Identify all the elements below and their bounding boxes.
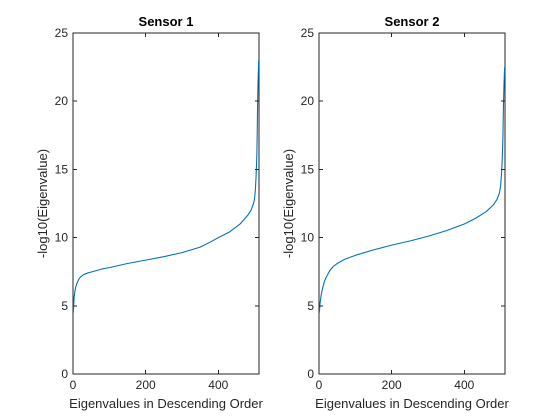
subplot-2: 0 200 400 0 5 10 15 20 25 Sensor 2 Eigenvalues in … [281,14,510,411]
axes-box [318,32,506,375]
x-tick-label: 200 [136,378,156,392]
x-tick-label: 0 [70,378,77,392]
y-tick-label: 15 [55,162,69,176]
y-tick-label: 25 [301,26,315,40]
y-tick-label: 10 [55,231,69,245]
axes-box [72,32,260,375]
y-tick-label: 0 [61,367,68,381]
subplot-1: 0 200 400 0 5 10 15 20 25 Sensor 1 Eigenvalues in … [35,14,264,411]
y-tick-label: 5 [61,299,68,313]
x-tick-label: 400 [208,378,228,392]
x-tick-label: 200 [382,378,402,392]
y-tick-label: 0 [307,367,314,381]
y-tick-label: 20 [301,94,315,108]
chart-title: Sensor 2 [385,14,440,29]
y-tick-label: 10 [301,231,315,245]
x-axis-label: Eigenvalues in Descending Order [315,396,509,411]
y-tick-label: 25 [55,26,69,40]
chart-title: Sensor 1 [139,14,194,29]
y-tick-label: 20 [55,94,69,108]
y-axis-label: -log10(Eigenvalue) [281,149,296,258]
x-axis-label: Eigenvalues in Descending Order [69,396,263,411]
x-tick-label: 0 [316,378,323,392]
series-line-1 [72,60,260,313]
x-tick-label: 400 [454,378,474,392]
y-axis-label: -log10(Eigenvalue) [35,149,50,258]
y-tick-label: 15 [301,162,315,176]
y-tick-label: 5 [307,299,314,313]
series-line-1 [318,67,506,313]
